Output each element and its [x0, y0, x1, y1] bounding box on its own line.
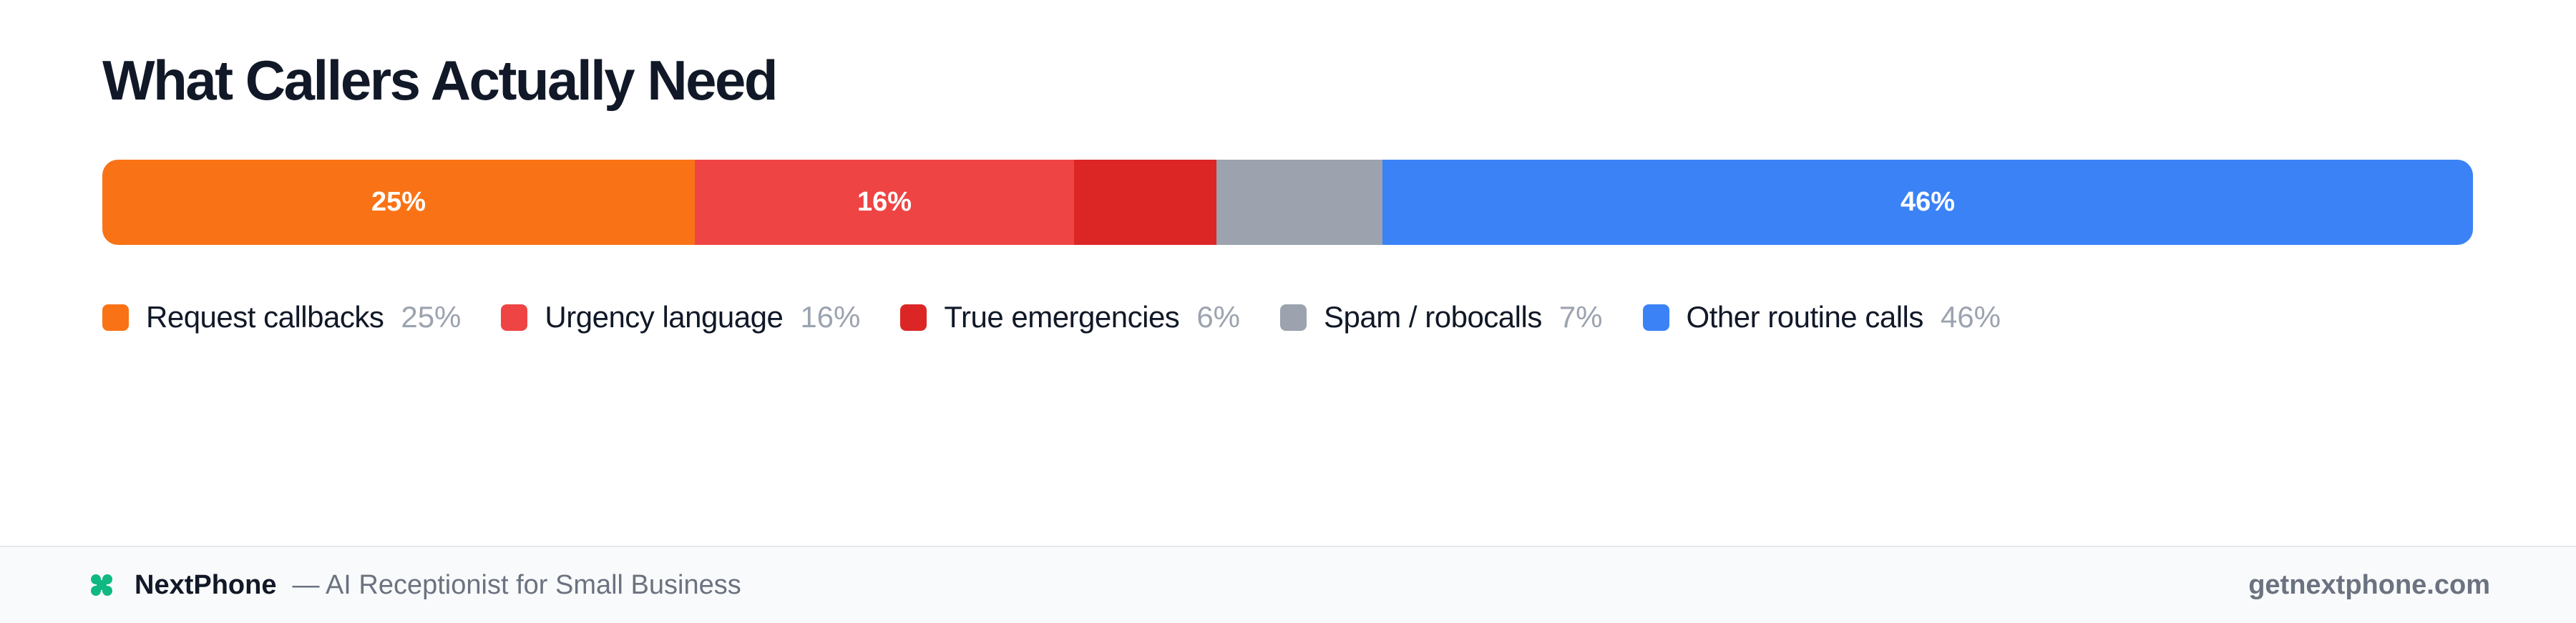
legend-label: Other routine calls — [1686, 300, 1924, 334]
bar-segment-urgency-language: 16% — [695, 160, 1074, 245]
legend-item-other-routine-calls: Other routine calls 46% — [1642, 300, 2001, 334]
brand-name: NextPhone — [135, 569, 277, 600]
chart-title: What Callers Actually Need — [102, 49, 779, 112]
nextphone-logo-icon — [91, 574, 112, 596]
legend-value: 25% — [401, 300, 462, 334]
legend-label: Spam / robocalls — [1324, 300, 1542, 334]
bar-segment-request-callbacks: 25% — [102, 160, 695, 245]
legend-item-urgency-language: Urgency language 16% — [501, 300, 860, 334]
brand-tagline: — AI Receptionist for Small Business — [292, 569, 741, 600]
legend-item-true-emergencies: True emergencies 6% — [900, 300, 1240, 334]
bar-segment-label: 16% — [857, 187, 912, 217]
legend-item-spam-robocalls: Spam / robocalls 7% — [1280, 300, 1603, 334]
legend-swatch — [1280, 304, 1307, 331]
legend-swatch — [501, 304, 528, 331]
stacked-bar: 25% 16% 46% — [102, 160, 2473, 245]
legend-label: Request callbacks — [146, 300, 384, 334]
bar-segment-true-emergencies — [1074, 160, 1216, 245]
footer-brand: NextPhone — AI Receptionist for Small Bu… — [90, 547, 741, 623]
legend-label: Urgency language — [545, 300, 784, 334]
legend-value: 46% — [1940, 300, 2001, 334]
legend: Request callbacks 25% Urgency language 16% T… — [102, 296, 2041, 339]
legend-value: 16% — [800, 300, 861, 334]
legend-swatch — [900, 304, 927, 331]
site-url: getnextphone.com — [2248, 569, 2490, 600]
bar-segment-other-routine-calls: 46% — [1382, 160, 2473, 245]
legend-label: True emergencies — [944, 300, 1180, 334]
legend-value: 7% — [1558, 300, 1603, 334]
legend-swatch — [1642, 304, 1669, 331]
legend-item-request-callbacks: Request callbacks 25% — [102, 300, 461, 334]
bar-segment-label: 25% — [371, 187, 426, 217]
legend-value: 6% — [1196, 300, 1241, 334]
footer: NextPhone — AI Receptionist for Small Bu… — [0, 546, 2576, 623]
legend-swatch — [102, 304, 129, 331]
bar-segment-spam-robocalls — [1216, 160, 1382, 245]
bar-segment-label: 46% — [1900, 187, 1956, 217]
